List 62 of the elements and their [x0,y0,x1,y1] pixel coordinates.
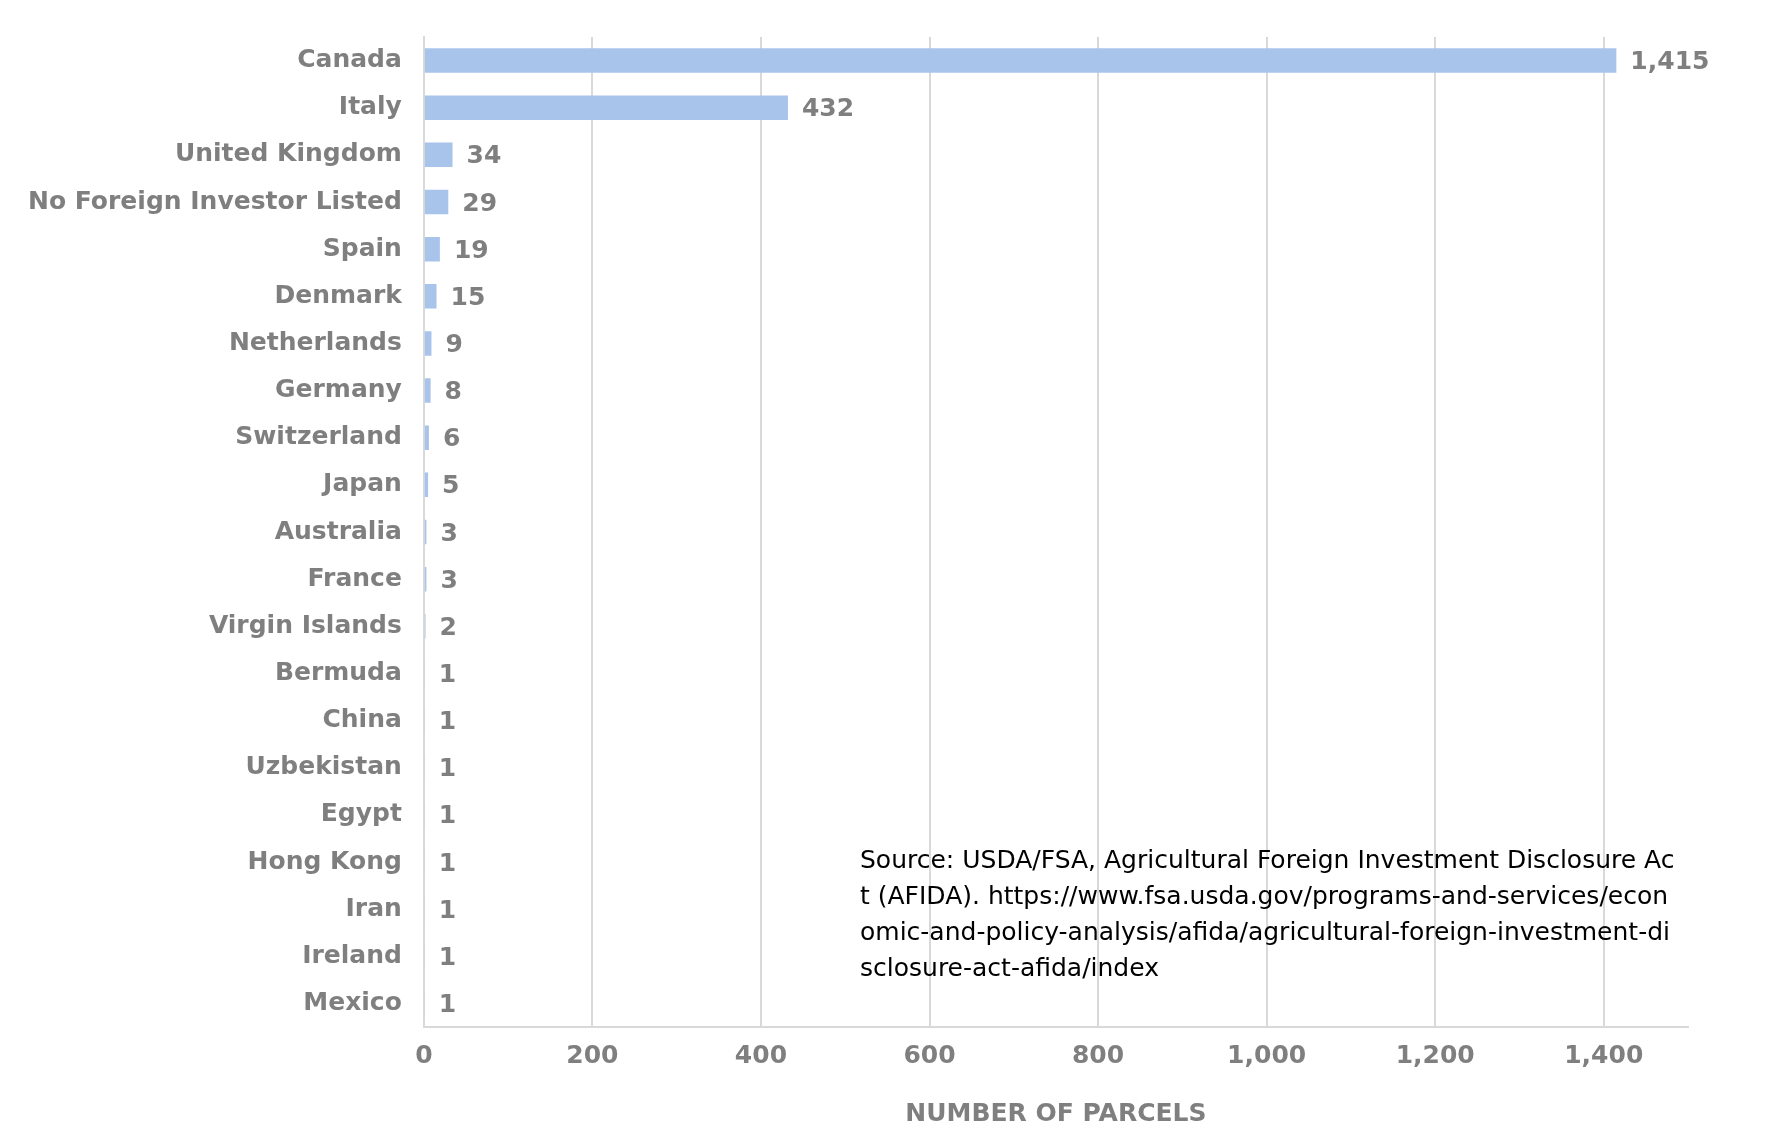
y-tick-label: Italy [338,91,402,121]
bar [424,142,453,168]
x-axis-title: NUMBER OF PARCELS [905,1097,1207,1127]
data-label: 1,415 [1630,46,1710,76]
data-label: 1 [438,706,457,736]
data-label: 34 [466,140,502,170]
y-tick-label: Virgin Islands [208,609,402,639]
x-tick-label: 1,400 [1564,1039,1644,1069]
y-tick-label: Japan [321,468,402,498]
bar [424,189,449,215]
y-tick-label: Australia [274,515,402,545]
bar [424,236,440,262]
bar [424,48,1617,73]
data-label: 8 [444,376,463,406]
data-label: 432 [801,93,855,123]
y-tick-label: France [307,562,402,592]
y-tick-label: Hong Kong [247,845,402,875]
data-label: 2 [439,611,457,641]
bar [424,331,432,356]
x-tick-label: 0 [415,1039,433,1069]
y-tick-label: Germany [275,374,402,404]
y-tick-label: Netherlands [228,326,402,356]
data-label: 15 [450,281,486,311]
data-label: 1 [438,988,457,1018]
data-label: 1 [438,658,457,688]
y-tick-label: United Kingdom [174,138,402,168]
annotation: Source: USDA/FSA, Agricultural Foreign Investment Disclosure Act (AFIDA). https://www.fsa.usda.gov/programs-and-services/economic-and-policy-analysis/afida/agricultural-foreign-investment-disclosure-act-afida/index [860,844,1676,984]
y-tick-label: Uzbekistan [245,751,402,781]
data-label: 1 [438,753,457,783]
y-tick-label: Ireland [302,939,402,969]
y-tick-label: No Foreign Investor Listed [27,185,402,215]
data-label: 1 [438,894,457,924]
data-label: 3 [440,564,458,594]
data-label: 1 [438,800,457,830]
x-tick-label: 800 [1071,1039,1125,1069]
data-label: 9 [445,328,463,358]
y-tick-label: Egypt [320,798,402,828]
y-tick-label: Bermuda [274,656,402,686]
x-tick-label: 1,000 [1227,1039,1307,1069]
bar [424,472,429,498]
data-label: 19 [453,234,489,264]
x-tick-label: 600 [903,1039,956,1069]
y-tick-label: Spain [322,232,402,262]
x-tick-label: 1,200 [1395,1039,1475,1069]
y-tick-label: Canada [297,44,402,74]
bar [424,284,437,309]
x-tick-label: 400 [734,1039,788,1069]
bar [424,425,429,450]
y-tick-label: Denmark [274,279,404,309]
y-tick-label: Switzerland [235,421,402,451]
y-tick-label: Mexico [303,986,402,1016]
x-tick-label: 200 [566,1039,619,1069]
data-label: 3 [440,517,458,547]
data-label: 1 [438,941,457,971]
bar [424,378,431,403]
y-tick-label: Iran [345,892,402,922]
data-label: 29 [462,187,498,217]
data-label: 1 [438,847,457,877]
y-tick-label: China [322,704,402,734]
data-label: 6 [442,423,461,453]
bar [424,95,788,120]
data-label: 5 [442,470,460,500]
